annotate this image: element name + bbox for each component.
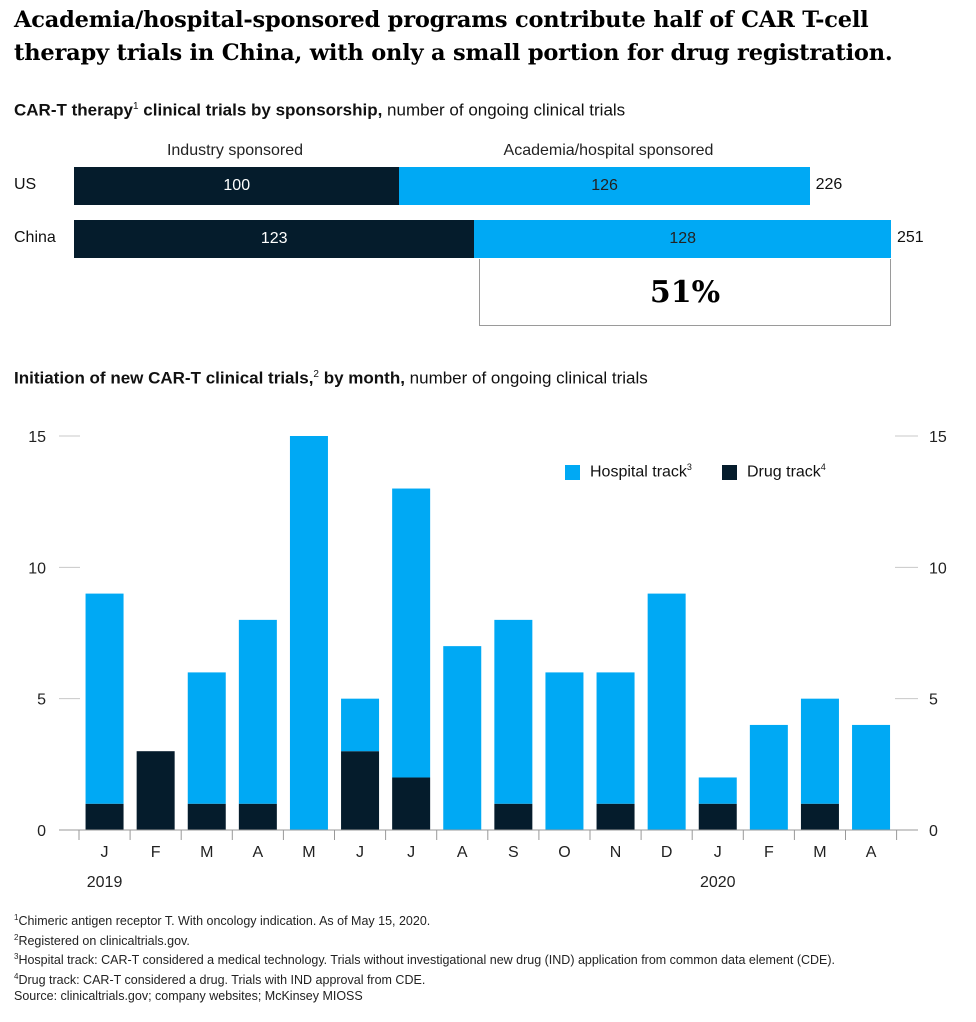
ytick-left-label-15: 15 <box>28 429 46 446</box>
bar-hospital-10 <box>596 672 635 804</box>
section1-subtitle-sup: 1 <box>133 101 139 112</box>
xtick-label-13: F <box>764 844 774 861</box>
xtick-label-5: J <box>356 844 364 861</box>
xtick-label-7: A <box>457 844 468 861</box>
footnote-1: 1Chimeric antigen receptor T. With oncol… <box>14 910 835 930</box>
ytick-right-label-5: 5 <box>929 692 938 709</box>
ytick-left-label-0: 0 <box>37 823 46 840</box>
source-note: Source: clinicaltrials.gov; company webs… <box>14 989 363 1004</box>
chart-title: Academia/hospital-sponsored programs con… <box>14 7 893 66</box>
bar-china-industry: 123 <box>74 220 475 258</box>
total-us: 226 <box>815 176 843 193</box>
ytick-right-label-0: 0 <box>929 823 938 840</box>
legend-hospital-sup: 3 <box>686 462 692 472</box>
bar-drug-2 <box>187 803 226 830</box>
footnote-3-sup: 3 <box>14 952 19 962</box>
section1-subtitle: CAR-T therapy1 clinical trials by sponso… <box>14 96 625 122</box>
china-academia-share-box: 51% <box>479 259 891 326</box>
bar-drug-10 <box>596 803 635 830</box>
footnote-1-text: Chimeric antigen receptor T. With oncolo… <box>18 914 431 929</box>
ytick-right-label-15: 15 <box>929 429 947 446</box>
bar-us-industry: 100 <box>74 167 400 205</box>
xtick-label-4: M <box>302 844 315 861</box>
xtick-label-0: J <box>101 844 109 861</box>
bar-hospital-4 <box>289 436 328 830</box>
section2-subtitle-bold: Initiation of new CAR-T clinical trials, <box>14 368 314 388</box>
legend-drug-text: Drug track <box>747 463 821 481</box>
bar-drug-0 <box>85 803 124 830</box>
bar-hospital-0 <box>85 593 124 804</box>
xtick-label-11: D <box>661 844 673 861</box>
footnote-4: 4Drug track: CAR-T considered a drug. Tr… <box>14 969 835 989</box>
bar-drug-6 <box>392 777 431 830</box>
section1-subtitle-bold: CAR-T therapy <box>14 100 134 120</box>
bar-drug-3 <box>238 803 277 830</box>
bar-hospital-14 <box>800 698 839 804</box>
legend-swatch-hospital <box>565 465 580 480</box>
bar-hospital-3 <box>238 619 277 804</box>
section2-subtitle-rest: number of ongoing clinical trials <box>404 368 648 388</box>
legend-drug-sup: 4 <box>820 462 826 472</box>
total-china: 251 <box>897 229 924 246</box>
footnote-3-text: Hospital track: CAR-T considered a medic… <box>18 953 836 968</box>
xtick-label-1: F <box>151 844 161 861</box>
year-label-2019: 2019 <box>87 874 123 891</box>
ytick-left-label-5: 5 <box>37 692 46 709</box>
ytick-left-label-10: 10 <box>28 560 46 577</box>
legend-swatch-drug <box>722 465 737 480</box>
footnote-4-sup: 4 <box>14 971 19 981</box>
section2-subtitle: Initiation of new CAR-T clinical trials,… <box>14 364 648 390</box>
xtick-label-3: A <box>253 844 264 861</box>
bar-drug-14 <box>800 803 839 830</box>
row-label-us: US <box>14 176 37 193</box>
monthly-trials-bar-chart: 0 0 5 5 10 10 15 15 J F M A M J J A S O N D J F M A 2019 2020 <box>28 429 947 891</box>
footnote-2-sup: 2 <box>14 932 19 942</box>
bar-hospital-7 <box>443 646 482 830</box>
xtick-label-2: M <box>200 844 213 861</box>
col-header-industry: Industry sponsored <box>166 142 304 159</box>
section1-subtitle-bold2: clinical trials by sponsorship, <box>138 100 383 120</box>
bar-hospital-13 <box>749 724 788 830</box>
ytick-right-label-10: 10 <box>929 560 947 577</box>
row-label-china: China <box>14 229 56 246</box>
bar-hospital-15 <box>852 724 891 830</box>
xtick-label-6: J <box>407 844 415 861</box>
bar-drug-1 <box>136 751 175 830</box>
bar-hospital-9 <box>545 672 584 830</box>
bar-hospital-8 <box>494 619 533 804</box>
year-label-2020: 2020 <box>700 874 736 891</box>
bar-china-academia: 128 <box>474 220 891 258</box>
legend-label-drug: Drug track4 <box>747 462 826 481</box>
xtick-label-12: J <box>714 844 722 861</box>
bar-hospital-12 <box>698 777 737 804</box>
footnote-1-sup: 1 <box>14 913 19 922</box>
footnote-2-text: Registered on clinicaltrials.gov. <box>18 933 190 948</box>
bar-hospital-2 <box>187 672 226 804</box>
footnote-3: 3Hospital track: CAR-T considered a medi… <box>14 949 835 969</box>
xtick-label-14: M <box>813 844 826 861</box>
legend-label-hospital: Hospital track3 <box>590 462 692 481</box>
xtick-label-10: N <box>610 844 622 861</box>
section2-subtitle-sup: 2 <box>313 369 319 380</box>
footnote-2: 2Registered on clinicaltrials.gov. <box>14 930 835 950</box>
footnote-4-text: Drug track: CAR-T considered a drug. Tri… <box>18 972 426 987</box>
section2-subtitle-bold2: by month, <box>318 368 405 388</box>
bar-drug-5 <box>341 751 380 830</box>
bar-hospital-6 <box>392 488 431 778</box>
bar-hospital-5 <box>341 698 380 752</box>
xtick-label-15: A <box>866 844 877 861</box>
xtick-label-8: S <box>508 844 519 861</box>
col-header-academia: Academia/hospital sponsored <box>503 142 714 159</box>
footnotes: 1Chimeric antigen receptor T. With oncol… <box>14 910 835 1005</box>
bar-hospital-11 <box>647 593 686 830</box>
bar-drug-8 <box>494 803 533 830</box>
section1-subtitle-rest: number of ongoing clinical trials <box>382 100 626 120</box>
xtick-label-9: O <box>558 844 570 861</box>
legend-hospital-text: Hospital track <box>590 463 687 481</box>
bar-drug-12 <box>698 803 737 830</box>
bar-us-academia: 126 <box>399 167 810 205</box>
